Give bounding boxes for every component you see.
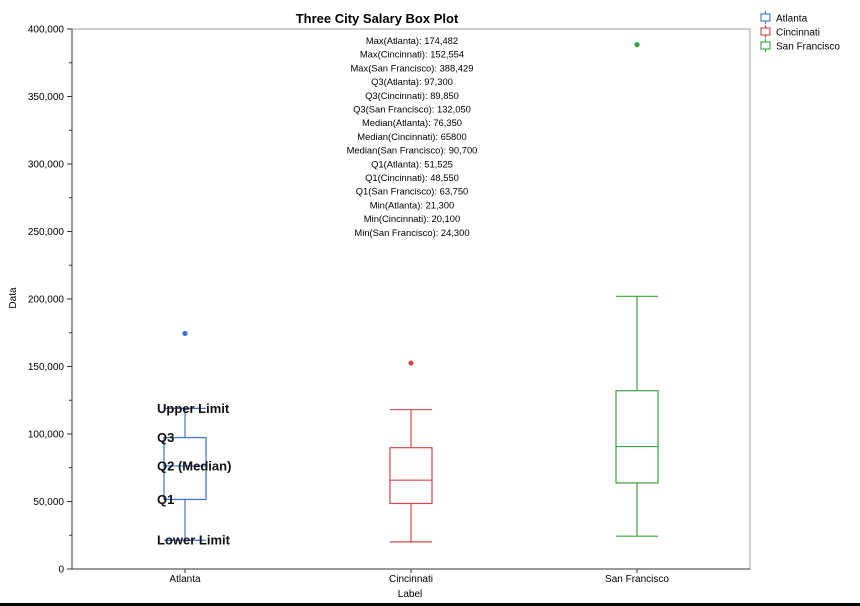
annotation-line: Max(San Francisco): 388,429 (351, 62, 474, 73)
y-tick-label: 250,000 (28, 227, 65, 238)
box-part-label: Q1 (157, 492, 174, 507)
legend-box-icon (760, 13, 771, 22)
box-atlanta (163, 330, 207, 541)
bottom-border (0, 603, 860, 606)
y-tick-label: 50,000 (33, 497, 64, 508)
outlier-point (182, 330, 188, 337)
annotation-line: Q3(San Francisco): 132,050 (353, 104, 471, 115)
outlier-point (634, 42, 640, 48)
summary-annotations: Max(Atlanta): 174,482 Max(Cincinnati): 15… (347, 35, 478, 238)
iqr-box (389, 447, 433, 505)
legend-label: San Francisco (776, 42, 840, 53)
y-tick-label: 0 (58, 565, 64, 576)
box-cincinnati (389, 360, 433, 543)
legend: Atlanta Cincinnati San Francisco (760, 11, 840, 53)
legend-item: San Francisco (760, 39, 840, 53)
box-group (163, 42, 659, 543)
y-tick-label: 100,000 (28, 430, 65, 441)
y-axis-label: Data (8, 287, 19, 309)
y-axis: 0 50,000 100,000 150,000 200,000 250,000 300,0… (28, 25, 73, 576)
annotation-line: Q1(Atlanta): 51,525 (371, 158, 453, 169)
legend-label: Cincinnati (776, 28, 820, 39)
legend-label: Atlanta (776, 14, 808, 25)
box-part-label: Upper Limit (157, 401, 230, 416)
legend-item: Atlanta (760, 11, 808, 25)
y-tick-label: 150,000 (28, 362, 65, 373)
annotation-line: Median(Atlanta): 76,350 (362, 117, 462, 128)
annotation-line: Q3(Cincinnati): 89,850 (365, 90, 459, 101)
annotation-line: Median(San Francisco): 90,700 (347, 145, 478, 156)
annotation-line: Max(Atlanta): 174,482 (366, 35, 458, 46)
x-tick-label: San Francisco (605, 574, 669, 585)
box-part-label: Q2 (Median) (157, 458, 231, 473)
annotation-line: Q3(Atlanta): 97,300 (371, 76, 453, 87)
annotation-line: Min(Atlanta): 21,300 (370, 199, 454, 210)
legend-item: Cincinnati (760, 25, 820, 39)
y-tick-label: 300,000 (28, 160, 65, 171)
annotation-line: Median(Cincinnati): 65800 (357, 131, 466, 142)
box-part-label: Q3 (157, 430, 174, 445)
iqr-box (615, 390, 659, 484)
x-tick-label: Atlanta (169, 574, 201, 585)
annotation-line: Q1(Cincinnati): 48,550 (365, 172, 459, 183)
box-part-label: Lower Limit (157, 533, 231, 548)
annotation-line: Q1(San Francisco): 63,750 (356, 186, 469, 197)
annotation-line: Max(Cincinnati): 152,554 (360, 49, 464, 60)
iqr-box (163, 437, 207, 501)
box-san-francisco (615, 42, 659, 537)
outlier-point (408, 360, 414, 366)
annotation-line: Min(Cincinnati): 20,100 (364, 213, 460, 224)
legend-box-icon (760, 41, 771, 50)
x-axis-label: Label (398, 589, 422, 600)
legend-box-icon (760, 27, 771, 36)
y-tick-label: 400,000 (28, 25, 65, 36)
x-tick-label: Cincinnati (389, 574, 433, 585)
x-axis: Atlanta Cincinnati San Francisco (72, 568, 750, 585)
chart-title: Three City Salary Box Plot (296, 11, 459, 26)
box-part-labels: Upper Limit Q3 Q2 (Median) Q1 Lower Limit (157, 401, 231, 548)
annotation-line: Min(San Francisco): 24,300 (354, 227, 469, 238)
y-tick-label: 200,000 (28, 295, 65, 306)
y-tick-label: 350,000 (28, 92, 65, 103)
